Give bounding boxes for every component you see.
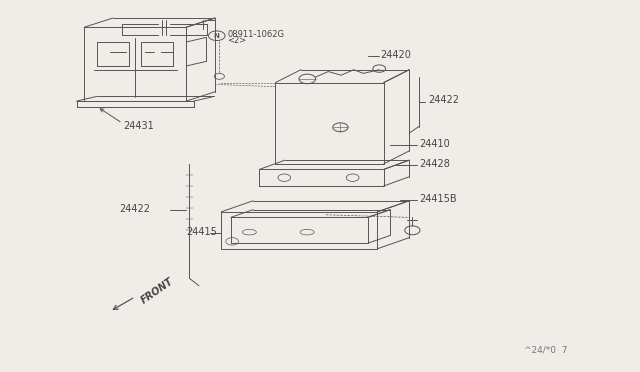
Text: 24410: 24410 xyxy=(419,138,449,148)
Text: 24422: 24422 xyxy=(428,95,460,105)
Text: 24415: 24415 xyxy=(186,227,217,237)
Text: 24420: 24420 xyxy=(381,50,412,60)
Text: 24428: 24428 xyxy=(419,159,450,169)
Text: N: N xyxy=(214,33,220,39)
Text: ^24/*0  7: ^24/*0 7 xyxy=(524,346,568,355)
Text: 08911-1062G: 08911-1062G xyxy=(228,31,285,39)
Text: FRONT: FRONT xyxy=(140,276,175,306)
Text: 24422: 24422 xyxy=(119,204,150,214)
Text: 24431: 24431 xyxy=(124,121,154,131)
Text: <2>: <2> xyxy=(228,36,247,45)
Text: 24415B: 24415B xyxy=(419,194,456,204)
